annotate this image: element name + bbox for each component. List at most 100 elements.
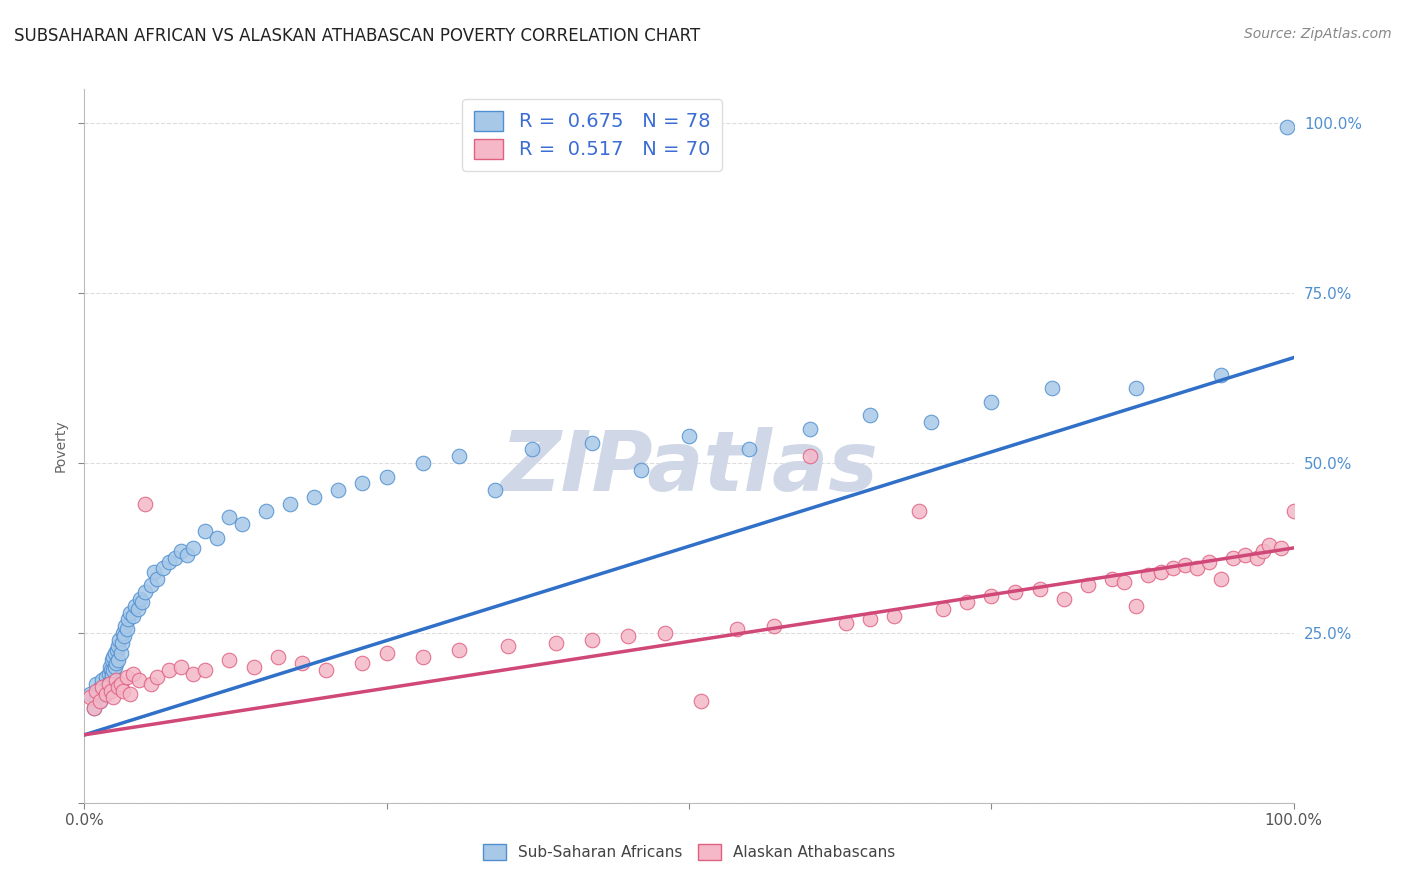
Point — [412, 649, 434, 664]
Point — [98, 660, 121, 674]
Point — [932, 602, 955, 616]
Point — [121, 666, 143, 681]
Point — [107, 680, 129, 694]
Point — [725, 623, 748, 637]
Point — [146, 572, 169, 586]
Point — [375, 646, 398, 660]
Point — [1028, 582, 1050, 596]
Point — [110, 677, 132, 691]
Point — [104, 657, 127, 671]
Point — [1282, 503, 1305, 517]
Point — [79, 690, 101, 705]
Point — [799, 422, 821, 436]
Point — [1077, 578, 1099, 592]
Point — [315, 663, 337, 677]
Point — [1198, 555, 1220, 569]
Text: ZIPatlas: ZIPatlas — [501, 427, 877, 508]
Text: SUBSAHARAN AFRICAN VS ALASKAN ATHABASCAN POVERTY CORRELATION CHART: SUBSAHARAN AFRICAN VS ALASKAN ATHABASCAN… — [14, 27, 700, 45]
Point — [101, 668, 124, 682]
Point — [129, 591, 152, 606]
Point — [111, 636, 134, 650]
Point — [105, 643, 128, 657]
Point — [738, 442, 761, 457]
Point — [104, 673, 127, 688]
Point — [1185, 561, 1208, 575]
Point — [449, 449, 471, 463]
Point — [139, 578, 162, 592]
Point — [143, 565, 166, 579]
Legend: Sub-Saharan Africans, Alaskan Athabascans: Sub-Saharan Africans, Alaskan Athabascan… — [477, 838, 901, 866]
Point — [157, 555, 180, 569]
Point — [104, 646, 127, 660]
Point — [1174, 558, 1197, 572]
Point — [278, 497, 301, 511]
Point — [194, 663, 217, 677]
Point — [544, 636, 567, 650]
Point — [690, 694, 713, 708]
Point — [103, 649, 125, 664]
Point — [107, 653, 129, 667]
Point — [1053, 591, 1076, 606]
Point — [170, 660, 193, 674]
Y-axis label: Poverty: Poverty — [53, 420, 67, 472]
Point — [1222, 551, 1244, 566]
Point — [108, 632, 131, 647]
Point — [328, 483, 350, 498]
Point — [134, 585, 156, 599]
Point — [231, 517, 253, 532]
Point — [79, 687, 101, 701]
Point — [103, 663, 125, 677]
Point — [859, 409, 882, 423]
Point — [165, 551, 187, 566]
Point — [496, 640, 519, 654]
Point — [218, 653, 240, 667]
Point — [581, 632, 603, 647]
Point — [97, 677, 120, 691]
Point — [86, 677, 108, 691]
Point — [103, 690, 125, 705]
Point — [134, 497, 156, 511]
Point — [1209, 572, 1232, 586]
Point — [101, 653, 124, 667]
Point — [100, 673, 122, 688]
Point — [93, 679, 115, 693]
Point — [1161, 561, 1184, 575]
Text: Source: ZipAtlas.com: Source: ZipAtlas.com — [1244, 27, 1392, 41]
Point — [302, 490, 325, 504]
Point — [94, 687, 117, 701]
Point — [980, 394, 1002, 409]
Point — [83, 700, 105, 714]
Point — [207, 531, 229, 545]
Point — [762, 619, 785, 633]
Point — [630, 463, 652, 477]
Point — [112, 683, 135, 698]
Point — [107, 640, 129, 654]
Point — [218, 510, 240, 524]
Point — [581, 435, 603, 450]
Point — [120, 687, 142, 701]
Point — [94, 689, 117, 703]
Point — [980, 589, 1002, 603]
Point — [194, 524, 217, 538]
Point — [124, 599, 146, 613]
Point — [1125, 599, 1147, 613]
Point — [115, 670, 138, 684]
Point — [112, 626, 135, 640]
Point — [86, 683, 108, 698]
Point — [617, 629, 640, 643]
Point — [121, 608, 143, 623]
Point — [139, 677, 162, 691]
Point — [181, 666, 204, 681]
Point — [100, 683, 122, 698]
Point — [267, 649, 290, 664]
Point — [87, 681, 110, 696]
Point — [1149, 565, 1171, 579]
Point — [114, 619, 136, 633]
Point — [1114, 574, 1136, 589]
Point — [799, 449, 821, 463]
Point — [157, 663, 180, 677]
Point — [100, 663, 122, 677]
Point — [1137, 568, 1160, 582]
Point — [1277, 120, 1299, 134]
Point — [115, 623, 138, 637]
